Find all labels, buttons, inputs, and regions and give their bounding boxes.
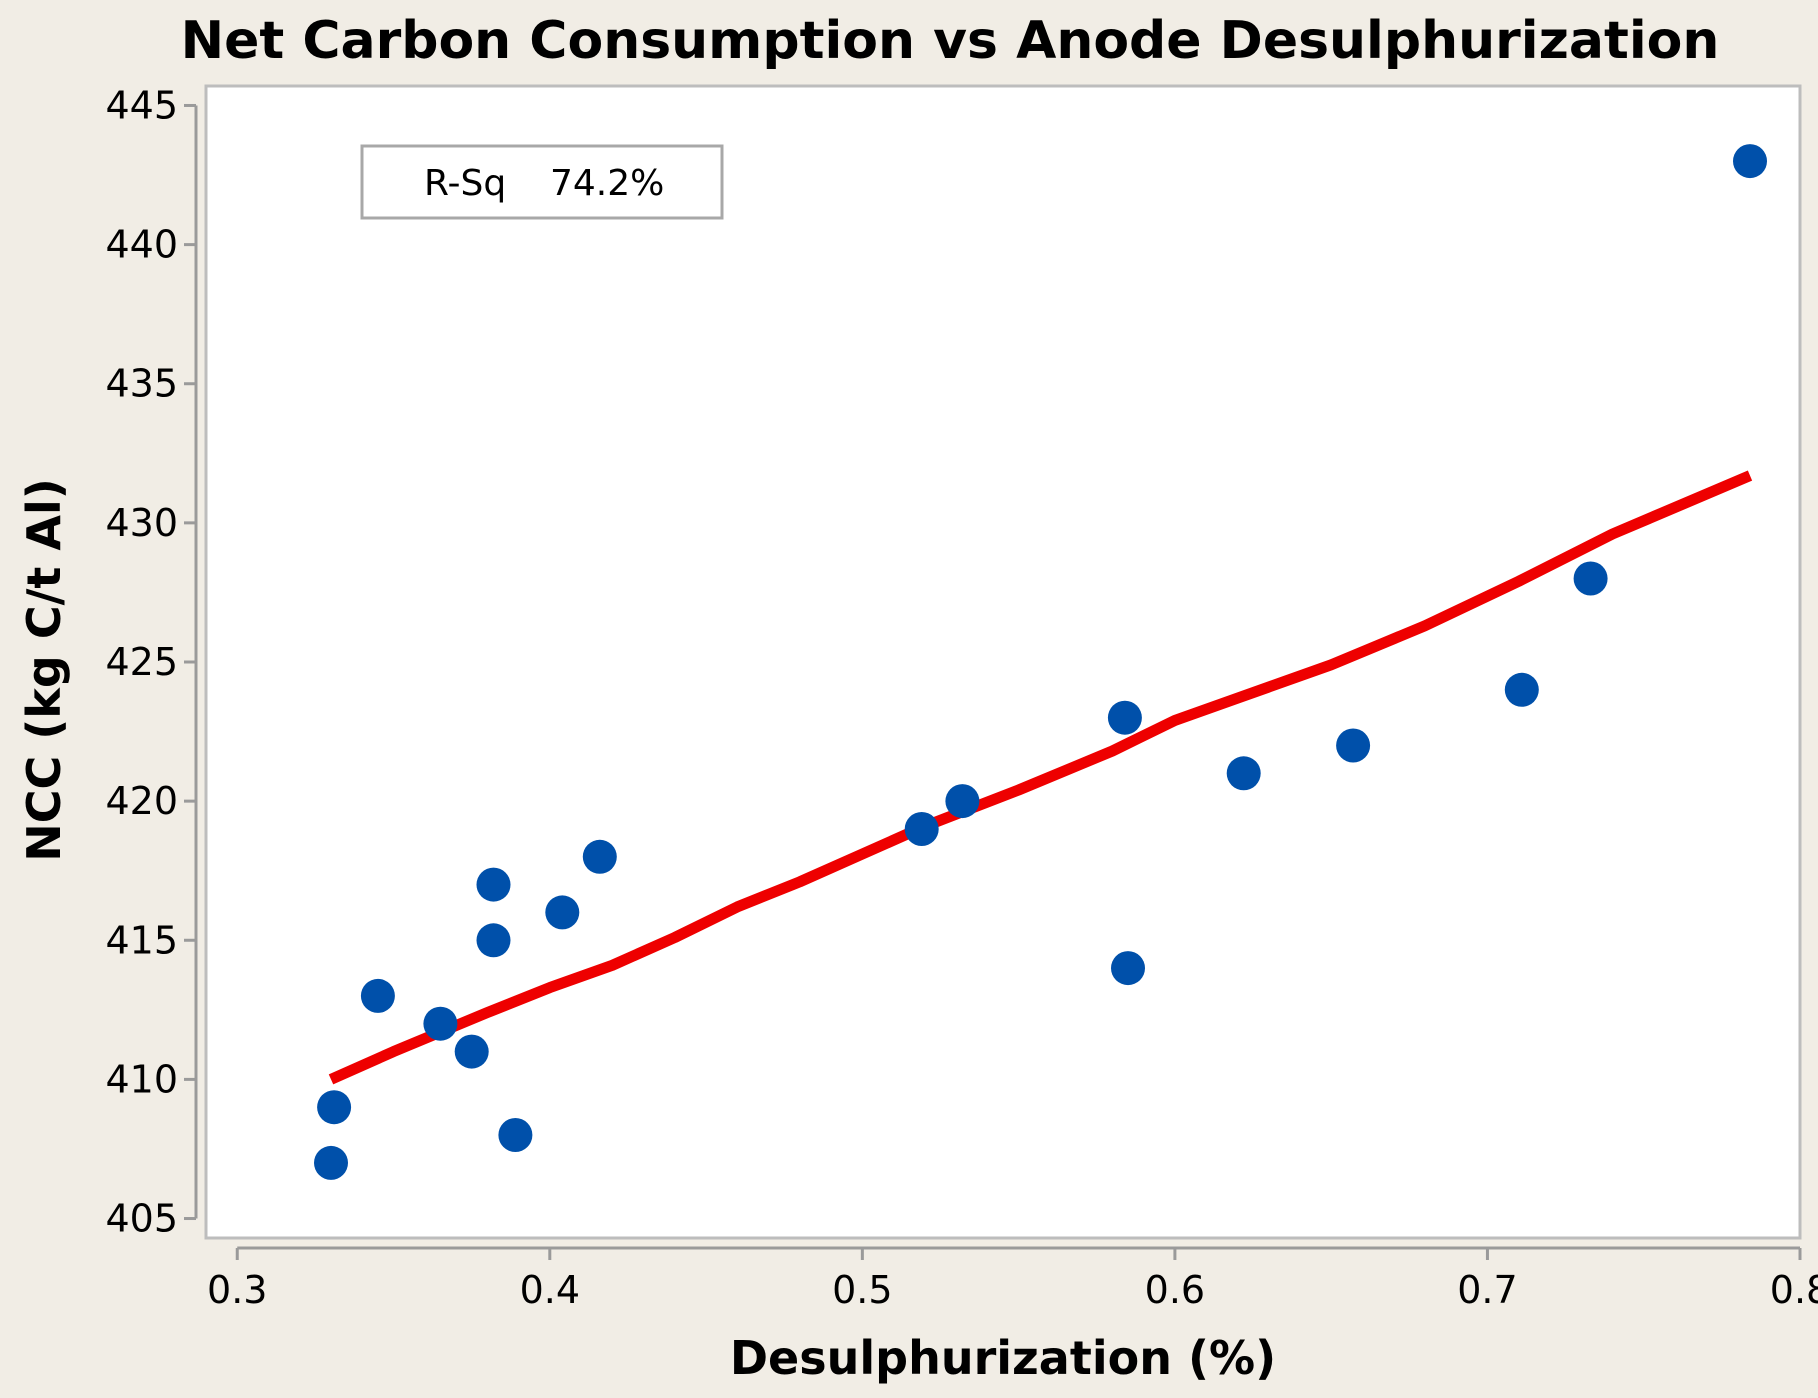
data-point [904,812,939,846]
x-tick-label: 0.5 [832,1268,892,1312]
data-point [314,1145,348,1180]
x-tick-label: 0.8 [1770,1268,1818,1312]
scatter-points [314,144,1767,1180]
y-tick-label: 435 [105,362,178,406]
data-point [545,895,580,930]
data-point [1226,756,1261,791]
data-point [1504,672,1539,707]
y-tick-label: 445 [105,83,178,127]
y-axis-label: NCC (kg C/t Al) [17,478,71,862]
data-point [498,1118,533,1152]
data-point [317,1090,352,1125]
data-point [360,978,395,1013]
y-tick-label: 425 [105,640,178,684]
data-point [1111,951,1145,986]
y-tick-label: 440 [105,223,178,267]
y-tick-label: 415 [105,918,178,962]
x-tick-label: 0.3 [207,1268,267,1312]
legend-label: R-Sq [424,163,506,204]
x-axis-label: Desulphurization (%) [730,1331,1276,1385]
data-point [1336,728,1371,763]
y-tick-label: 405 [105,1197,178,1241]
legend: R-Sq 74.2% [360,144,724,220]
data-point [423,1006,458,1041]
data-point [1733,144,1767,179]
x-tick-label: 0.7 [1457,1268,1517,1312]
data-point [1573,561,1608,596]
x-ticks: 0.3 0.4 0.5 0.6 0.7 0.8 [207,1248,1818,1312]
x-tick-label: 0.6 [1145,1268,1205,1312]
data-point [476,923,511,958]
y-tick-label: 420 [105,779,178,823]
data-point [454,1034,489,1069]
data-point [945,784,980,819]
x-tick-label: 0.4 [520,1268,580,1312]
plot-area [204,84,1802,1240]
data-point [476,867,511,902]
chart-title: Net Carbon Consumption vs Anode Desulphu… [181,11,1720,71]
data-point [582,839,617,874]
legend-value: 74.2% [550,163,664,204]
y-ticks: 405 410 415 420 425 430 435 440 445 [105,83,196,1241]
y-tick-label: 410 [105,1057,178,1101]
y-tick-label: 430 [105,501,178,545]
data-point [1107,700,1142,735]
legend-box [360,144,724,220]
